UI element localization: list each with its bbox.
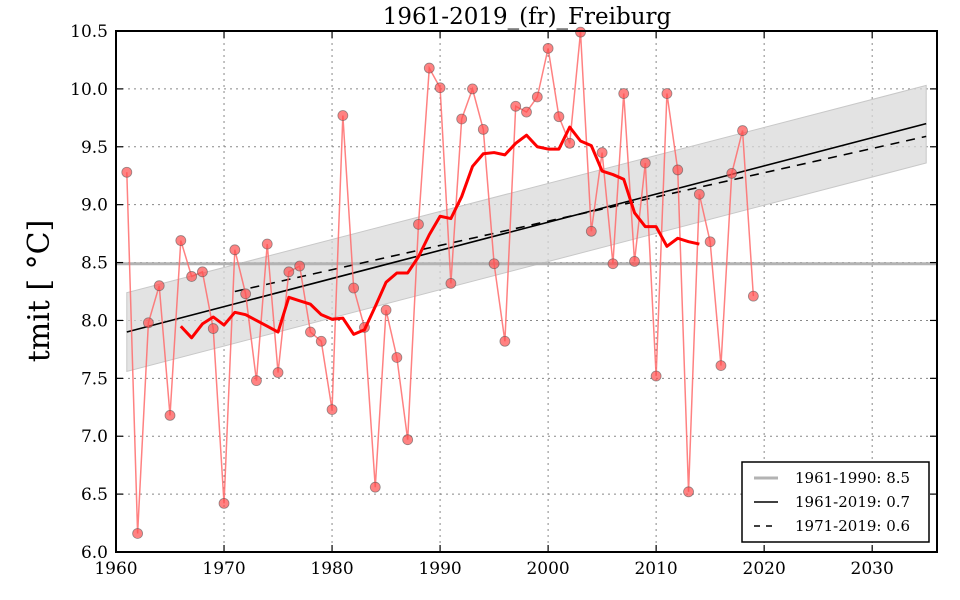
data-point <box>348 282 360 294</box>
data-point <box>294 260 306 272</box>
y-tick-label: 10.5 <box>70 22 108 42</box>
x-tick-label: 1980 <box>310 559 353 579</box>
y-tick-label: 8.5 <box>81 254 108 274</box>
data-point <box>186 271 198 282</box>
data-point <box>143 317 154 329</box>
chart-title: 1961-2019_(fr)_Freiburg <box>383 4 672 30</box>
trend-line-1961-2019 <box>126 122 927 333</box>
data-point <box>121 166 133 178</box>
data-point <box>315 335 327 347</box>
data-point <box>164 409 176 421</box>
x-tick-label: 2010 <box>634 559 677 579</box>
axes <box>115 30 938 553</box>
data-point <box>531 91 543 103</box>
y-tick-labels: 6.0 6.5 7.0 7.5 8.0 8.5 9.0 9.5 10.0 10.5 <box>70 22 108 563</box>
y-tick-label: 8.0 <box>81 311 108 331</box>
y-tick-label: 9.0 <box>81 196 108 216</box>
data-point <box>402 434 414 446</box>
data-point <box>380 304 392 316</box>
annual-series <box>121 26 759 539</box>
data-point <box>704 236 716 248</box>
moving-average-series <box>179 125 700 340</box>
y-tick-label: 7.0 <box>81 427 108 447</box>
data-point <box>672 164 684 176</box>
data-point <box>445 277 457 289</box>
data-point <box>337 110 349 121</box>
data-point <box>326 404 338 415</box>
y-axis-label: tmit [ °C] <box>22 220 57 363</box>
x-tick-label: 2000 <box>526 559 569 579</box>
data-point <box>477 124 489 135</box>
data-point <box>499 335 511 347</box>
data-point <box>456 113 468 125</box>
y-tick-label: 9.5 <box>81 138 108 158</box>
data-point <box>153 280 165 292</box>
data-point <box>683 486 694 498</box>
data-point <box>413 218 424 230</box>
y-tick-label: 6.5 <box>81 485 108 505</box>
x-tick-label: 2020 <box>743 559 786 579</box>
y-tick-label: 6.0 <box>81 543 108 563</box>
data-point <box>629 255 640 267</box>
data-point <box>240 288 252 300</box>
data-point <box>564 137 576 149</box>
trend-lines <box>126 122 927 333</box>
data-point <box>575 26 586 38</box>
data-point <box>661 88 673 99</box>
data-point <box>261 238 273 250</box>
data-point <box>585 225 597 237</box>
x-tick-label: 2030 <box>851 559 894 579</box>
data-point <box>488 258 500 270</box>
y-tick-label: 7.5 <box>81 369 108 389</box>
data-point <box>251 375 262 387</box>
data-point <box>218 497 230 509</box>
data-point <box>423 62 435 74</box>
data-point <box>618 88 630 99</box>
data-point <box>175 235 187 246</box>
data-point <box>693 188 705 200</box>
data-point <box>596 147 608 158</box>
y-tick-label: 10.0 <box>70 80 108 100</box>
legend-label-trend-1961: 1961-2019: 0.7 <box>795 493 910 511</box>
data-point <box>369 481 381 493</box>
data-point <box>553 111 565 123</box>
data-point <box>607 258 619 270</box>
data-point <box>434 82 446 94</box>
data-point <box>650 370 662 382</box>
data-point <box>197 266 208 278</box>
data-point <box>283 266 295 278</box>
x-tick-label: 1990 <box>418 559 461 579</box>
data-point <box>521 106 532 118</box>
data-point <box>132 528 144 539</box>
legend-label-trend-1971: 1971-2019: 0.6 <box>795 517 910 535</box>
x-tick-labels: 1960 1970 1980 1990 2000 2010 2020 2030 <box>94 559 893 579</box>
data-point <box>229 244 241 256</box>
x-tick-label: 1970 <box>202 559 245 579</box>
data-point <box>726 168 738 179</box>
data-point <box>542 42 554 54</box>
data-point <box>272 367 284 378</box>
data-point <box>747 290 759 302</box>
data-point <box>715 360 727 371</box>
x-tick-label: 1960 <box>94 559 137 579</box>
legend: 1961-1990: 8.5 1961-2019: 0.7 1971-2019:… <box>741 461 930 543</box>
data-point <box>467 83 478 95</box>
legend-label-reference: 1961-1990: 8.5 <box>795 469 910 487</box>
data-point <box>305 326 316 338</box>
data-point <box>639 157 651 169</box>
data-point <box>207 323 219 334</box>
data-point <box>737 125 748 136</box>
moving-average-line <box>179 125 700 340</box>
trend-line-1971-2019 <box>234 135 927 293</box>
data-point <box>391 352 403 363</box>
data-point <box>510 100 522 112</box>
plot-frame <box>115 30 938 553</box>
